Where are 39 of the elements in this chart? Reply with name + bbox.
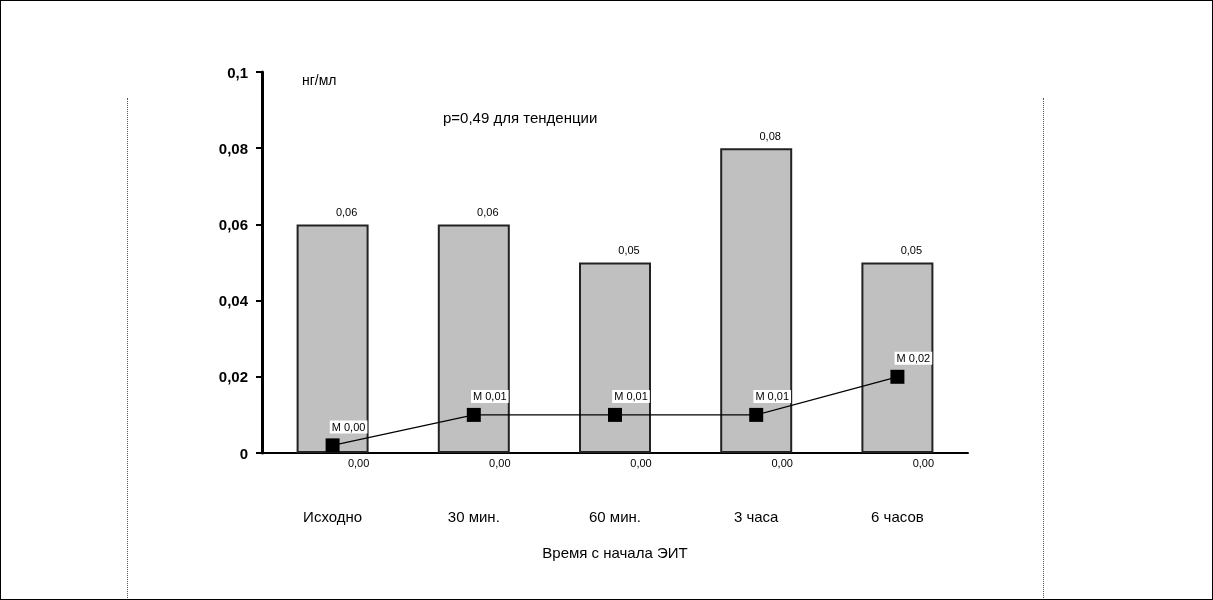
data-label: M 0,01 <box>755 390 790 403</box>
y-tick-label: 0,02 <box>218 368 248 386</box>
y-tick-label: 0,1 <box>227 63 248 81</box>
data-label: 0,06 <box>477 205 499 218</box>
bar <box>861 262 934 453</box>
annotation: 0,00 <box>771 457 793 469</box>
data-label: 0,08 <box>759 129 781 142</box>
data-label: 0,05 <box>618 244 640 256</box>
y-axis-title: нг/мл <box>302 72 337 88</box>
point <box>890 369 905 384</box>
x-tick-label: 3 часа <box>733 508 780 525</box>
annotation: 0,00 <box>347 457 370 469</box>
bar <box>296 224 369 453</box>
data-label: M 0,02 <box>896 352 931 365</box>
x-tick-label: 6 часов <box>871 508 924 525</box>
data-label: M 0,01 <box>472 390 507 403</box>
annotation: 0,00 <box>630 457 652 469</box>
data-label: 0,06 <box>335 205 358 218</box>
bar <box>720 148 793 453</box>
x-tick-label: 30 мин. <box>447 508 500 525</box>
annotation: p=0,49 для тенденции <box>443 109 598 126</box>
y-tick-label: 0 <box>239 444 248 462</box>
data-label: M 0,00 <box>331 420 366 433</box>
data-label: M 0,01 <box>614 390 648 403</box>
x-axis-title: Время с начала ЭИТ <box>542 544 688 561</box>
point <box>325 438 340 453</box>
bar <box>437 224 510 453</box>
data-label: 0,05 <box>900 244 923 256</box>
y-tick-label: 0,04 <box>218 292 249 310</box>
bar <box>579 262 651 453</box>
point <box>749 407 764 422</box>
annotation: 0,00 <box>489 457 511 469</box>
annotation: 0,00 <box>912 457 935 469</box>
x-tick-label: 60 мин. <box>589 508 641 525</box>
x-tick-label: Исходно <box>303 508 363 525</box>
point <box>466 407 481 422</box>
point <box>608 407 622 422</box>
y-tick-label: 0,06 <box>218 215 248 233</box>
y-tick-label: 0,08 <box>218 139 248 157</box>
